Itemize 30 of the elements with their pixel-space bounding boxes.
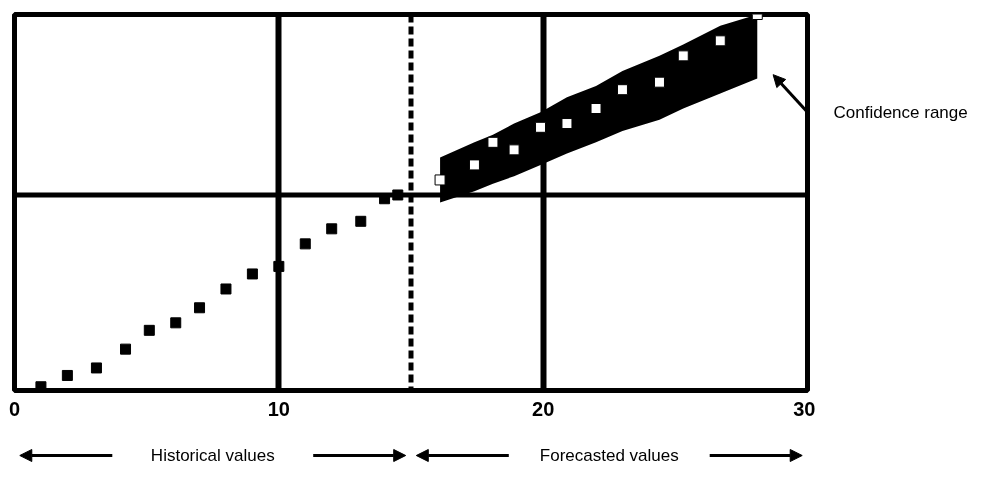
x-tick-label: 20 [532, 397, 555, 420]
point [508, 144, 520, 156]
point [273, 260, 285, 272]
point [194, 302, 206, 314]
point [120, 343, 132, 355]
x-tick-label: 30 [793, 397, 816, 420]
point [590, 103, 602, 114]
point [561, 118, 573, 130]
point [143, 324, 155, 336]
point [487, 136, 499, 148]
x-tick-label: 10 [267, 397, 290, 420]
point [170, 317, 182, 329]
point [468, 159, 480, 171]
text: Forecasted values [539, 446, 679, 465]
point [220, 283, 232, 295]
point [535, 121, 547, 133]
point [677, 50, 689, 62]
x-tick-label: 0 [8, 397, 21, 420]
point [355, 215, 367, 227]
point [326, 223, 338, 235]
point [90, 362, 102, 374]
text: Confidence range [833, 102, 968, 122]
point [714, 35, 726, 47]
point [246, 268, 258, 280]
point [434, 174, 446, 186]
point [61, 369, 73, 381]
text: Historical values [150, 446, 275, 465]
point [616, 84, 628, 96]
point [299, 238, 311, 250]
point [653, 76, 665, 88]
